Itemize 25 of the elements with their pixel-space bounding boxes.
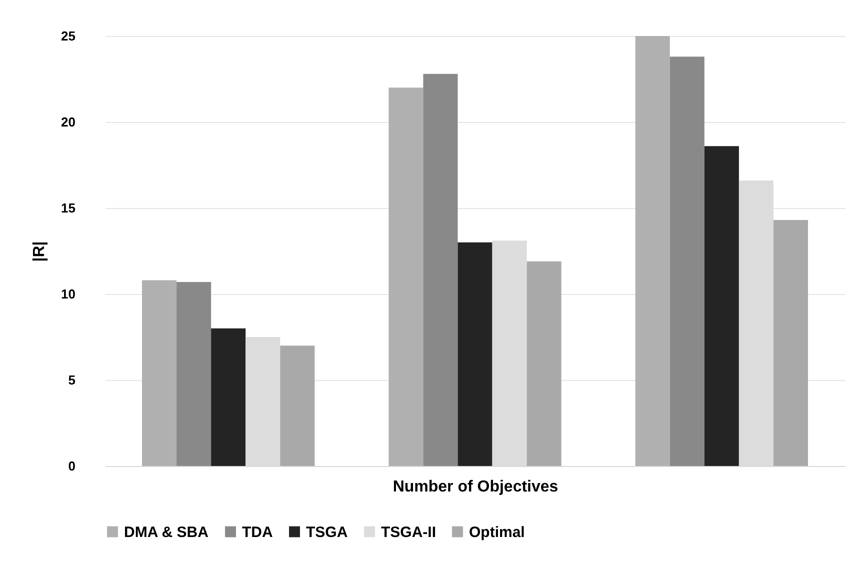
bar	[142, 280, 177, 466]
legend-label: TDA	[242, 524, 273, 541]
y-tick-label: 5	[68, 372, 76, 388]
bar	[704, 146, 739, 466]
bar	[773, 220, 808, 466]
y-tick-label: 15	[61, 200, 76, 216]
y-tick-label: 25	[61, 28, 76, 44]
bar	[635, 36, 670, 466]
bar	[526, 261, 562, 466]
bar	[670, 56, 704, 466]
legend-label: Optimal	[469, 524, 525, 541]
bar	[211, 328, 246, 466]
y-axis-title: |R|	[31, 241, 48, 262]
y-tick-label: 0	[68, 458, 76, 474]
bar	[176, 282, 212, 466]
bar	[423, 74, 458, 466]
legend-label: TSGA	[306, 524, 348, 541]
x-axis-title: Number of Objectives	[392, 478, 558, 496]
y-tick-label: 20	[61, 114, 76, 130]
bar	[280, 346, 315, 466]
bar	[388, 88, 424, 466]
legend-label: TSGA-II	[381, 524, 436, 541]
y-tick-label: 10	[61, 286, 76, 302]
legend-label: DMA & SBA	[124, 524, 209, 541]
bar	[458, 242, 492, 466]
